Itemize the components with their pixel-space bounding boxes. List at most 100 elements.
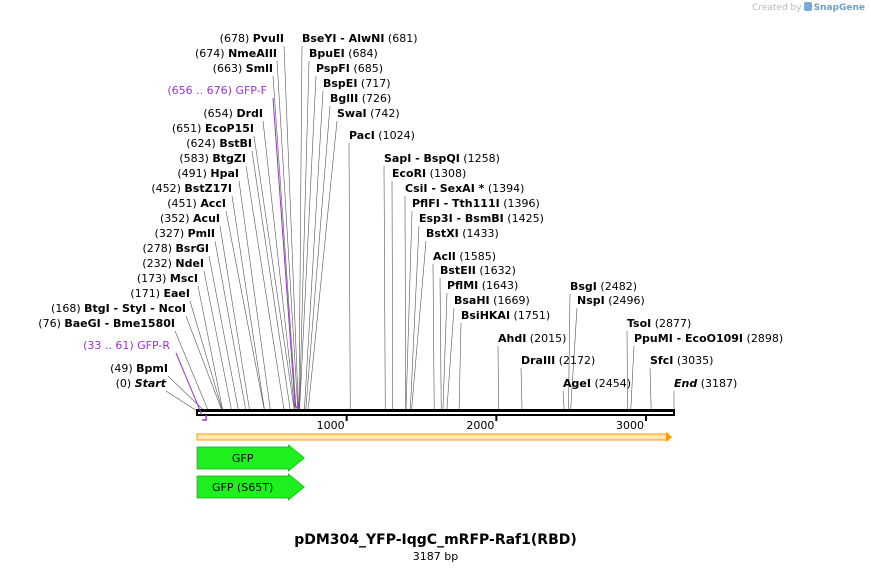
site-line-bpmi bbox=[167, 375, 205, 412]
site-label-esp3i: Esp3I - BsmBI (1425) bbox=[419, 212, 544, 225]
ruler-label-2000: 2000 bbox=[466, 419, 494, 432]
site-label-baegi: (76) BaeGI - Bme1580I bbox=[38, 317, 175, 330]
snapgene-logo-icon bbox=[803, 2, 812, 11]
sequence-backbone-bottom bbox=[197, 414, 674, 416]
site-line-eaei bbox=[189, 300, 223, 412]
site-label-tsoi: TsoI (2877) bbox=[627, 317, 691, 330]
site-line-start bbox=[165, 390, 198, 412]
primer-line-gfp-f bbox=[272, 97, 296, 408]
site-label-bstbi: (624) BstBI bbox=[186, 137, 252, 150]
plasmid-name: pDM304_YFP-IqgC_mRFP-Raf1(RBD) bbox=[294, 532, 577, 548]
feature-label-gfp-s65t: GFP (S65T) bbox=[212, 481, 273, 494]
site-label-acli: AclI (1585) bbox=[433, 250, 496, 263]
site-line-paci bbox=[348, 142, 351, 412]
site-label-end: End (3187) bbox=[674, 377, 737, 390]
site-label-drdi: (654) DrdI bbox=[203, 107, 263, 120]
plasmid-length: 3187 bp bbox=[412, 550, 459, 563]
site-line-pvuii bbox=[283, 45, 299, 412]
site-line-nspi bbox=[570, 307, 578, 412]
site-label-ndei: (232) NdeI bbox=[142, 257, 204, 270]
site-line-bseyi bbox=[298, 45, 303, 412]
site-label-swai: SwaI (742) bbox=[337, 107, 400, 120]
ruler-label-3000: 3000 bbox=[616, 419, 644, 432]
site-label-start: (0) Start bbox=[116, 377, 167, 390]
site-label-hpai: (491) HpaI bbox=[177, 167, 239, 180]
site-line-ahdi bbox=[497, 345, 499, 412]
site-label-eaei: (171) EaeI bbox=[130, 287, 190, 300]
site-line-acui bbox=[219, 225, 250, 412]
site-label-sfci: SfcI (3035) bbox=[650, 354, 713, 367]
site-line-esp3i bbox=[409, 225, 420, 412]
site-line-pspfi bbox=[299, 75, 317, 412]
primer-label-gfp-f: (656 .. 676) GFP-F bbox=[167, 84, 267, 97]
site-label-msci: (173) MscI bbox=[137, 272, 198, 285]
primer-label-gfp-r: (33 .. 61) GFP-R bbox=[83, 339, 170, 352]
site-label-draiii: DraIII (2172) bbox=[521, 354, 595, 367]
site-label-acui: (352) AcuI bbox=[160, 212, 220, 225]
site-line-bpuei bbox=[299, 60, 310, 412]
site-label-agei: AgeI (2454) bbox=[563, 377, 631, 390]
site-line-bsteii bbox=[439, 277, 442, 412]
ruler-tick-3000 bbox=[645, 415, 648, 421]
site-line-draiii bbox=[520, 367, 523, 412]
site-label-pspfi: PspFI (685) bbox=[316, 62, 383, 75]
site-line-ecop15i bbox=[253, 135, 295, 412]
site-label-ahdi: AhdI (2015) bbox=[498, 332, 566, 345]
backbone-start-cap bbox=[196, 409, 198, 416]
site-line-tsoi bbox=[626, 330, 628, 412]
site-line-acci bbox=[225, 210, 265, 412]
site-line-smli bbox=[272, 75, 297, 412]
site-line-baegi bbox=[174, 330, 209, 412]
site-label-bsgi: BsgI (2482) bbox=[570, 280, 637, 293]
site-line-btgi bbox=[185, 315, 223, 412]
site-label-bstxi: BstXI (1433) bbox=[426, 227, 499, 240]
primer-line-gfp-r bbox=[175, 352, 203, 416]
site-line-nmeaiii bbox=[276, 60, 299, 412]
site-label-bseyi: BseYI - AlwNI (681) bbox=[302, 32, 418, 45]
site-line-csii bbox=[404, 195, 406, 412]
site-label-pflmi: PflMI (1643) bbox=[447, 279, 518, 292]
site-label-nmeaiii: (674) NmeAIII bbox=[195, 47, 277, 60]
site-line-bstxi bbox=[411, 240, 427, 412]
site-line-msci bbox=[197, 285, 224, 412]
site-line-pflmi bbox=[442, 292, 448, 412]
site-label-nspi: NspI (2496) bbox=[577, 294, 645, 307]
site-label-pmli: (327) PmlI bbox=[155, 227, 215, 240]
orf-arrowhead bbox=[666, 432, 672, 442]
site-line-ppumi bbox=[630, 345, 635, 412]
feature-arrow-gfp-s65t bbox=[196, 473, 305, 501]
ruler-label-1000: 1000 bbox=[317, 419, 345, 432]
site-line-pmli bbox=[214, 240, 247, 412]
orf-bar bbox=[196, 433, 669, 441]
site-label-bsihkai: BsiHKAI (1751) bbox=[461, 309, 550, 322]
site-line-bstz17i bbox=[231, 195, 265, 412]
site-line-bstbi bbox=[251, 150, 291, 412]
site-label-pflfi: PflFI - Tth111I (1396) bbox=[412, 197, 540, 210]
site-label-bpuei: BpuEI (684) bbox=[309, 47, 378, 60]
site-label-bsteii: BstEII (1632) bbox=[440, 264, 516, 277]
site-label-btgzi: (583) BtgZI bbox=[179, 152, 246, 165]
site-label-btgi: (168) BtgI - StyI - NcoI bbox=[51, 302, 186, 315]
site-label-ppumi: PpuMI - EcoO109I (2898) bbox=[634, 332, 783, 345]
site-line-swai bbox=[307, 120, 338, 412]
ruler-tick-1000 bbox=[345, 415, 348, 421]
feature-arrow-gfp bbox=[196, 444, 305, 472]
site-line-bsrgi bbox=[208, 255, 239, 412]
snapgene-credit: Created by SnapGene bbox=[752, 2, 865, 13]
site-label-sapi: SapI - BspQI (1258) bbox=[384, 152, 500, 165]
feature-label-gfp: GFP bbox=[232, 452, 254, 465]
backbone-end-cap bbox=[673, 409, 675, 416]
site-label-bsahi: BsaHI (1669) bbox=[454, 294, 530, 307]
credit-brand: SnapGene bbox=[813, 3, 865, 13]
site-label-ecori: EcoRI (1308) bbox=[392, 167, 466, 180]
site-label-csii: CsiI - SexAI * (1394) bbox=[405, 182, 524, 195]
primer-mark-gfp-r bbox=[201, 415, 207, 421]
site-label-acci: (451) AccI bbox=[167, 197, 226, 210]
site-line-bglii bbox=[305, 105, 331, 412]
ruler-tick-2000 bbox=[495, 415, 498, 421]
site-label-pvuii: (678) PvuII bbox=[220, 32, 284, 45]
site-line-sapi bbox=[383, 165, 386, 412]
site-line-drdi bbox=[262, 120, 296, 412]
site-line-agei bbox=[562, 390, 565, 412]
